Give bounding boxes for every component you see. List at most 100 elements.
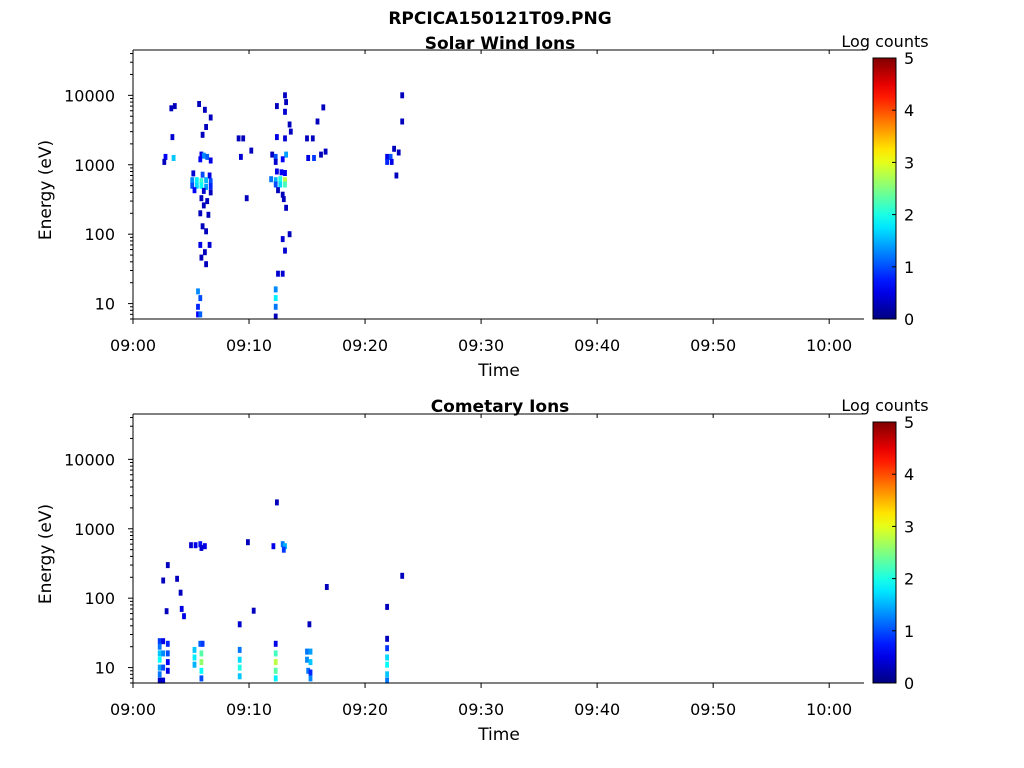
heatmap-cell [204,228,208,235]
heatmap-cell [194,182,199,189]
heatmap-cell [205,198,210,205]
heatmap-cell [306,667,311,674]
y-tick-label: 10 [95,295,115,314]
y-tick-label: 100 [84,589,115,608]
heatmap-cell [305,135,309,142]
heatmap-cell [182,613,186,620]
colorbar-tick-label: 2 [904,206,914,225]
heatmap-cell [165,659,170,666]
x-tick-label: 09:30 [458,336,504,355]
heatmap-cell [157,671,162,678]
heatmap-cell [165,640,170,647]
heatmap-cell [273,177,278,184]
heatmap-cell [275,134,279,141]
x-axis-label-solar-wind: Time [477,361,520,381]
heatmap-cell [207,241,212,248]
x-tick-label: 10:00 [806,336,852,355]
colorbar-tick-label: 4 [904,101,914,120]
heatmap-cell [273,667,278,674]
heatmap-cell [161,638,166,645]
heatmap-cell [241,135,246,142]
heatmap-cell [276,187,280,194]
heatmap-cell [208,114,213,121]
heatmap-cell [279,169,284,176]
heatmap-cell [190,182,195,189]
heatmap-cell [273,313,278,320]
heatmap-cell [394,172,399,179]
heatmap-cell [306,155,311,161]
x-tick-label: 09:00 [110,700,156,719]
heatmap-cell [273,303,278,310]
heatmap-cell [237,656,242,663]
heatmap-cell [308,648,313,655]
x-tick-label: 09:10 [226,336,272,355]
colorbar-tick-label: 3 [904,153,914,172]
x-tick-label: 09:20 [342,336,388,355]
heatmap-cell [157,656,162,663]
heatmap-cell [200,131,205,138]
heatmap-cell [251,607,256,614]
heatmap-cell [385,635,389,642]
y-tick-label: 100 [84,225,115,244]
heatmap-cell [198,640,203,647]
heatmap-cell [201,202,206,209]
heatmap-cell [204,261,208,268]
panel-title-cometary: Cometary Ions [431,397,570,417]
heatmap-cell [385,158,389,165]
heatmap-cell [203,543,207,550]
heatmap-cells [157,499,405,684]
heatmap-cell [278,181,283,188]
heatmap-cell [270,151,275,158]
solar-wind-panel: Solar Wind Ions Time Energy (eV) Log cou… [36,32,929,381]
heatmap-cell [198,156,203,163]
heatmap-cell [284,151,288,158]
heatmap-cell [237,646,242,653]
heatmap-cell [203,249,207,256]
heatmap-cell [273,181,278,188]
heatmap-cell [307,621,312,628]
colorbar-label-cometary: Log counts [841,396,928,415]
heatmap-cell [281,546,286,553]
heatmap-cell [273,640,278,647]
heatmap-cell [324,584,329,590]
colorbar-tick-label: 0 [904,310,914,329]
heatmap-cell [283,177,287,184]
heatmap-cell [385,661,389,668]
colorbar-tick-label: 5 [904,413,914,432]
heatmap-cell [273,650,278,657]
heatmap-cell [312,155,316,161]
heatmap-cell [284,99,288,106]
heatmap-cell [283,247,287,254]
heatmap-cell [178,589,183,596]
heatmap-cell [203,106,207,113]
heatmap-cell [385,603,389,610]
x-tick-label: 09:00 [110,336,156,355]
colorbar-tick-label: 3 [904,517,914,536]
heatmap-cell [199,544,204,551]
heatmap-cell [201,187,206,194]
heatmap-cell [200,171,205,178]
y-tick-label: 10000 [64,86,115,105]
heatmap-cell [205,153,210,160]
heatmap-cell [199,195,204,202]
heatmap-cell [169,105,174,112]
heatmap-cell [196,311,200,318]
colorbar [872,57,897,320]
heatmap-cell [385,153,389,160]
heatmap-cell [170,134,175,141]
heatmap-cell [192,187,197,194]
y-tick-label: 1000 [74,156,115,175]
heatmap-cell [273,158,278,165]
heatmap-cell [275,103,279,110]
heatmap-cell [162,158,167,165]
heatmap-cell [172,103,177,110]
heatmap-cell [193,542,198,549]
heatmap-cell [198,541,203,548]
heatmap-cell [199,182,204,189]
heatmap-cell [200,223,205,230]
heatmap-cell [192,654,197,661]
heatmap-cell [315,118,320,125]
heatmap-cell [310,135,315,142]
heatmap-cell [283,92,287,99]
heatmap-cell [163,153,168,160]
